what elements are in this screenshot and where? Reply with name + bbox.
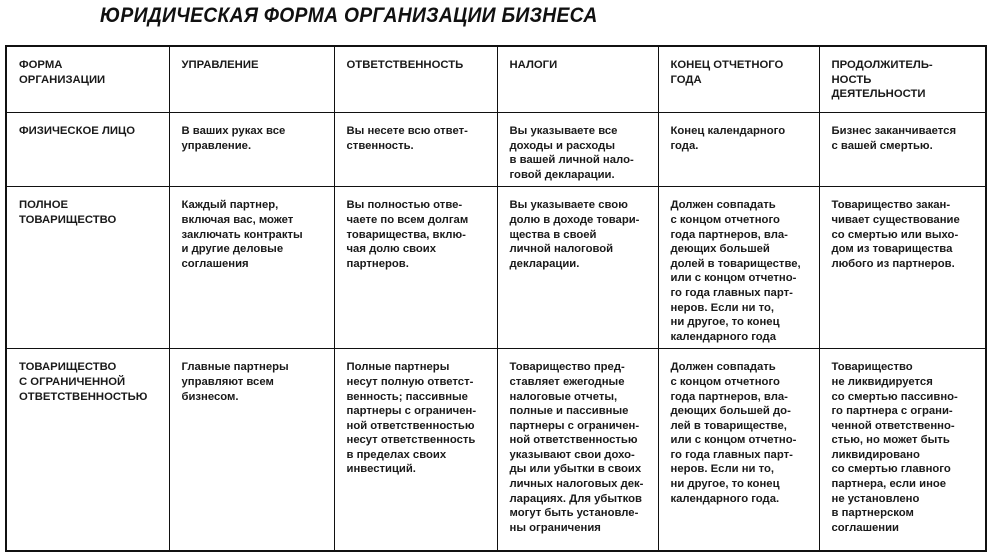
- table-cell: Полные партнеры несут полную ответст- ве…: [333, 348, 498, 552]
- business-forms-table: ФОРМА ОРГАНИЗАЦИИ УПРАВЛЕНИЕ ОТВЕТСТВЕНН…: [5, 45, 987, 552]
- table-cell: Товарищество не ликвидируется со смертью…: [818, 348, 987, 552]
- table-cell: ФИЗИЧЕСКОЕ ЛИЦО: [5, 111, 170, 188]
- table-row: ПОЛНОЕ ТОВАРИЩЕСТВО Каждый партнер, вклю…: [5, 186, 987, 350]
- table-cell: ТОВАРИЩЕСТВО С ОГРАНИЧЕННОЙ ОТВЕТСТВЕННО…: [5, 348, 170, 552]
- table-cell: Главные партнеры управляют всем бизнесом…: [168, 348, 335, 552]
- table-cell: Товарищество пред- ставляет ежегодные на…: [496, 348, 659, 552]
- header-cell: КОНЕЦ ОТЧЕТНОГО ГОДА: [657, 45, 820, 113]
- header-cell: ПРОДОЛЖИТЕЛЬ- НОСТЬ ДЕЯТЕЛЬНОСТИ: [818, 45, 987, 113]
- table-cell: Вы несете всю ответ- ственность.: [333, 111, 498, 188]
- table-row: ТОВАРИЩЕСТВО С ОГРАНИЧЕННОЙ ОТВЕТСТВЕННО…: [5, 348, 987, 552]
- table-cell: Товарищество закан- чивает существование…: [818, 186, 987, 350]
- table-cell: Вы указываете свою долю в доходе товари-…: [496, 186, 659, 350]
- table-cell: Вы полностью отве- чаете по всем долгам …: [333, 186, 498, 350]
- table-row: ФИЗИЧЕСКОЕ ЛИЦО В ваших руках все управл…: [5, 111, 987, 188]
- table-cell: Вы указываете все доходы и расходы в ваш…: [496, 111, 659, 188]
- header-cell: УПРАВЛЕНИЕ: [168, 45, 335, 113]
- page-title: ЮРИДИЧЕСКАЯ ФОРМА ОРГАНИЗАЦИИ БИЗНЕСА: [100, 4, 598, 27]
- table-cell: ПОЛНОЕ ТОВАРИЩЕСТВО: [5, 186, 170, 350]
- table-cell: Должен совпадать с концом отчетного года…: [657, 186, 820, 350]
- table-cell: Должен совпадать с концом отчетного года…: [657, 348, 820, 552]
- header-cell: ОТВЕТСТВЕННОСТЬ: [333, 45, 498, 113]
- table-cell: Конец календарного года.: [657, 111, 820, 188]
- table-cell: Бизнес заканчивается с вашей смертью.: [818, 111, 987, 188]
- table-cell: В ваших руках все управление.: [168, 111, 335, 188]
- header-cell: НАЛОГИ: [496, 45, 659, 113]
- table-cell: Каждый партнер, включая вас, может заклю…: [168, 186, 335, 350]
- table-header-row: ФОРМА ОРГАНИЗАЦИИ УПРАВЛЕНИЕ ОТВЕТСТВЕНН…: [5, 45, 987, 113]
- header-cell: ФОРМА ОРГАНИЗАЦИИ: [5, 45, 170, 113]
